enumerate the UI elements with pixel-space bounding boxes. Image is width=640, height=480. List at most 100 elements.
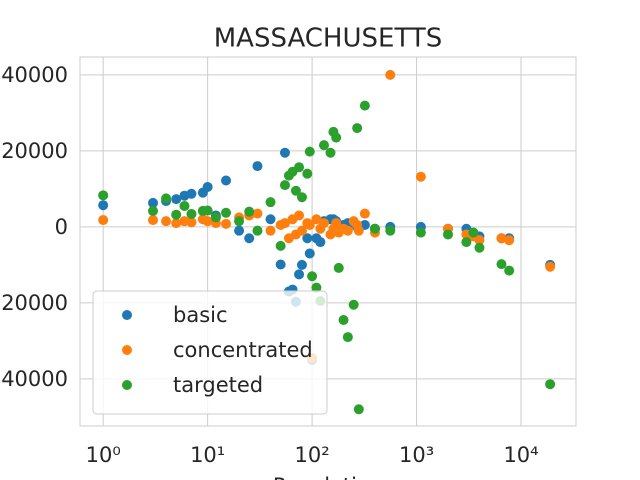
scatter-point [179, 200, 190, 211]
scatter-point [496, 259, 507, 270]
scatter-point [415, 171, 426, 182]
points [98, 69, 556, 415]
scatter-point [186, 188, 197, 199]
scatter-point [302, 168, 313, 179]
scatter-point [186, 208, 197, 219]
legend-marker [122, 310, 132, 320]
scatter-point [342, 332, 353, 343]
scatter-point [304, 146, 315, 157]
scatter-point [244, 233, 255, 244]
scatter-point [415, 227, 426, 238]
scatter-point [353, 225, 364, 236]
scatter-point [148, 215, 159, 226]
scatter-point [161, 216, 172, 227]
scatter-point [186, 217, 197, 228]
legend-marker [122, 345, 132, 355]
scatter-point [296, 192, 307, 203]
scatter-point [474, 235, 485, 246]
scatter-point [504, 265, 515, 276]
scatter-point [279, 147, 290, 158]
x-tick-label: 10¹ [190, 443, 225, 467]
x-tick-label: 10³ [399, 443, 434, 467]
y-tick-label: 20000 [1, 139, 68, 163]
scatter-point [311, 214, 322, 225]
scatter-point [98, 215, 109, 226]
scatter-point [318, 218, 329, 229]
legend-marker [122, 380, 132, 390]
scatter-point [307, 271, 318, 282]
scatter-point [265, 197, 276, 208]
scatter-point [348, 299, 359, 310]
scatter-point [252, 225, 263, 236]
legend: basic concentrated targeted [92, 290, 328, 415]
scatter-point [171, 218, 182, 229]
scatter-point [290, 185, 301, 196]
legend-box [92, 290, 328, 415]
scatter-point [294, 162, 305, 173]
scatter-point [385, 69, 396, 80]
scatter-point [252, 161, 263, 172]
scatter-point [202, 216, 213, 227]
scatter-point [98, 190, 109, 201]
scatter-point [443, 229, 454, 240]
scatter-point [148, 205, 159, 216]
scatter-point [304, 219, 315, 230]
legend-label: concentrated [173, 338, 313, 362]
x-axis-label: Population [273, 474, 383, 480]
scatter-point [296, 225, 307, 236]
scatter-point [221, 218, 232, 229]
scatter-point [304, 248, 315, 259]
scatter-point [311, 282, 322, 293]
scatter-point [294, 210, 305, 221]
scatter-point [275, 240, 286, 251]
scatter-point [171, 209, 182, 220]
scatter-point [279, 218, 290, 229]
scatter-point [331, 218, 342, 229]
scatter-point [171, 194, 182, 205]
scatter-point [252, 208, 263, 219]
y-tick-label: 0 [55, 215, 68, 239]
scatter-point [496, 233, 507, 244]
scatter-point [359, 100, 370, 111]
scatter-point [279, 180, 290, 191]
scatter-point [275, 259, 286, 270]
scatter-point [474, 242, 485, 253]
scatter-point [210, 212, 221, 223]
x-tick-label: 10⁰ [86, 443, 121, 467]
scatter-point [202, 205, 213, 216]
scatter-point [265, 225, 276, 236]
scatter-point [545, 261, 556, 272]
scatter-point [302, 233, 313, 244]
plot-frame [79, 56, 577, 427]
scatter-point [234, 216, 245, 227]
scatter-point [353, 404, 364, 415]
scatter-point [148, 197, 159, 208]
scatter-point [369, 223, 380, 234]
scatter-point [352, 123, 363, 134]
scatter-point [504, 235, 515, 246]
scatter-point [244, 206, 255, 217]
legend-label: basic [173, 303, 228, 327]
scatter-point [325, 147, 336, 158]
scatter-point [221, 207, 232, 218]
scatter-point [202, 181, 213, 192]
scatter-point [468, 227, 479, 238]
scatter-point [333, 262, 344, 273]
scatter-point [221, 175, 232, 186]
scatter-point [265, 214, 276, 225]
scatter-point [296, 259, 307, 270]
y-tick-label: 40000 [1, 367, 68, 391]
scatter-point [545, 379, 556, 390]
scatter-point [359, 208, 370, 219]
ticks: 40000 20000 0 20000 40000 10⁰ 10¹ 10² 10³ 10⁴ [1, 63, 538, 467]
scatter-point [461, 237, 472, 248]
scatter-point [98, 200, 109, 211]
scatter-point [385, 225, 396, 236]
scatter-point [161, 193, 172, 204]
y-tick-label: 40000 [1, 63, 68, 87]
x-tick-label: 10⁴ [503, 443, 538, 467]
scatter-point [294, 269, 305, 280]
scatter-point [318, 140, 329, 151]
